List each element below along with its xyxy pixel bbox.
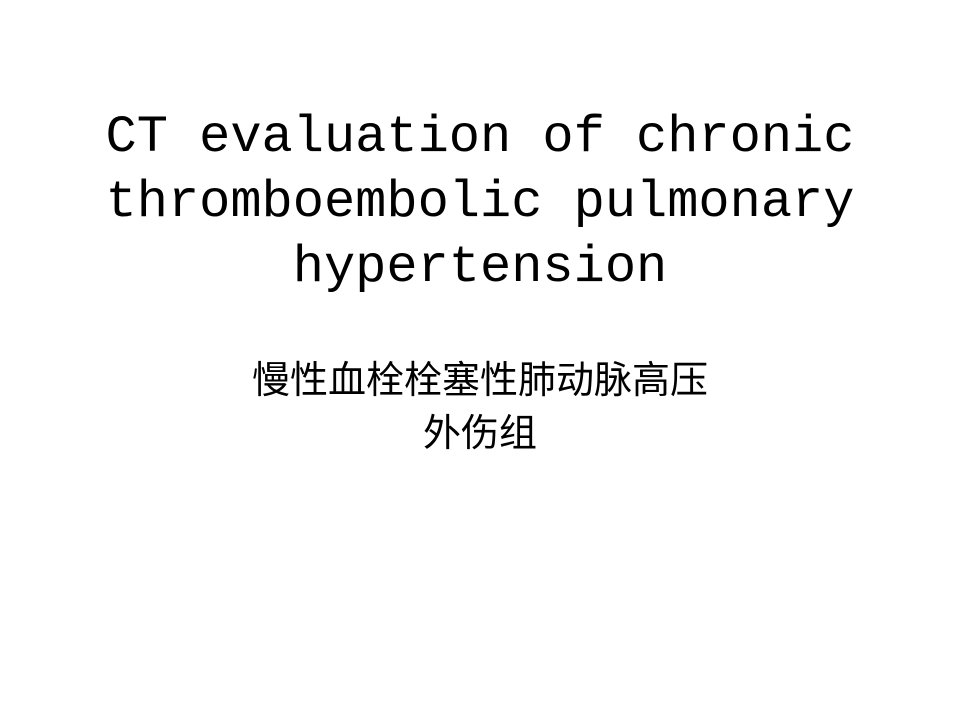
subtitle-block: 慢性血栓栓塞性肺动脉高压 外伤组 xyxy=(252,355,708,461)
slide-title: CT evaluation of chronic thromboembolic … xyxy=(70,105,890,300)
subtitle-line-1: 慢性血栓栓塞性肺动脉高压 xyxy=(252,355,708,408)
subtitle-line-2: 外伤组 xyxy=(423,408,537,461)
